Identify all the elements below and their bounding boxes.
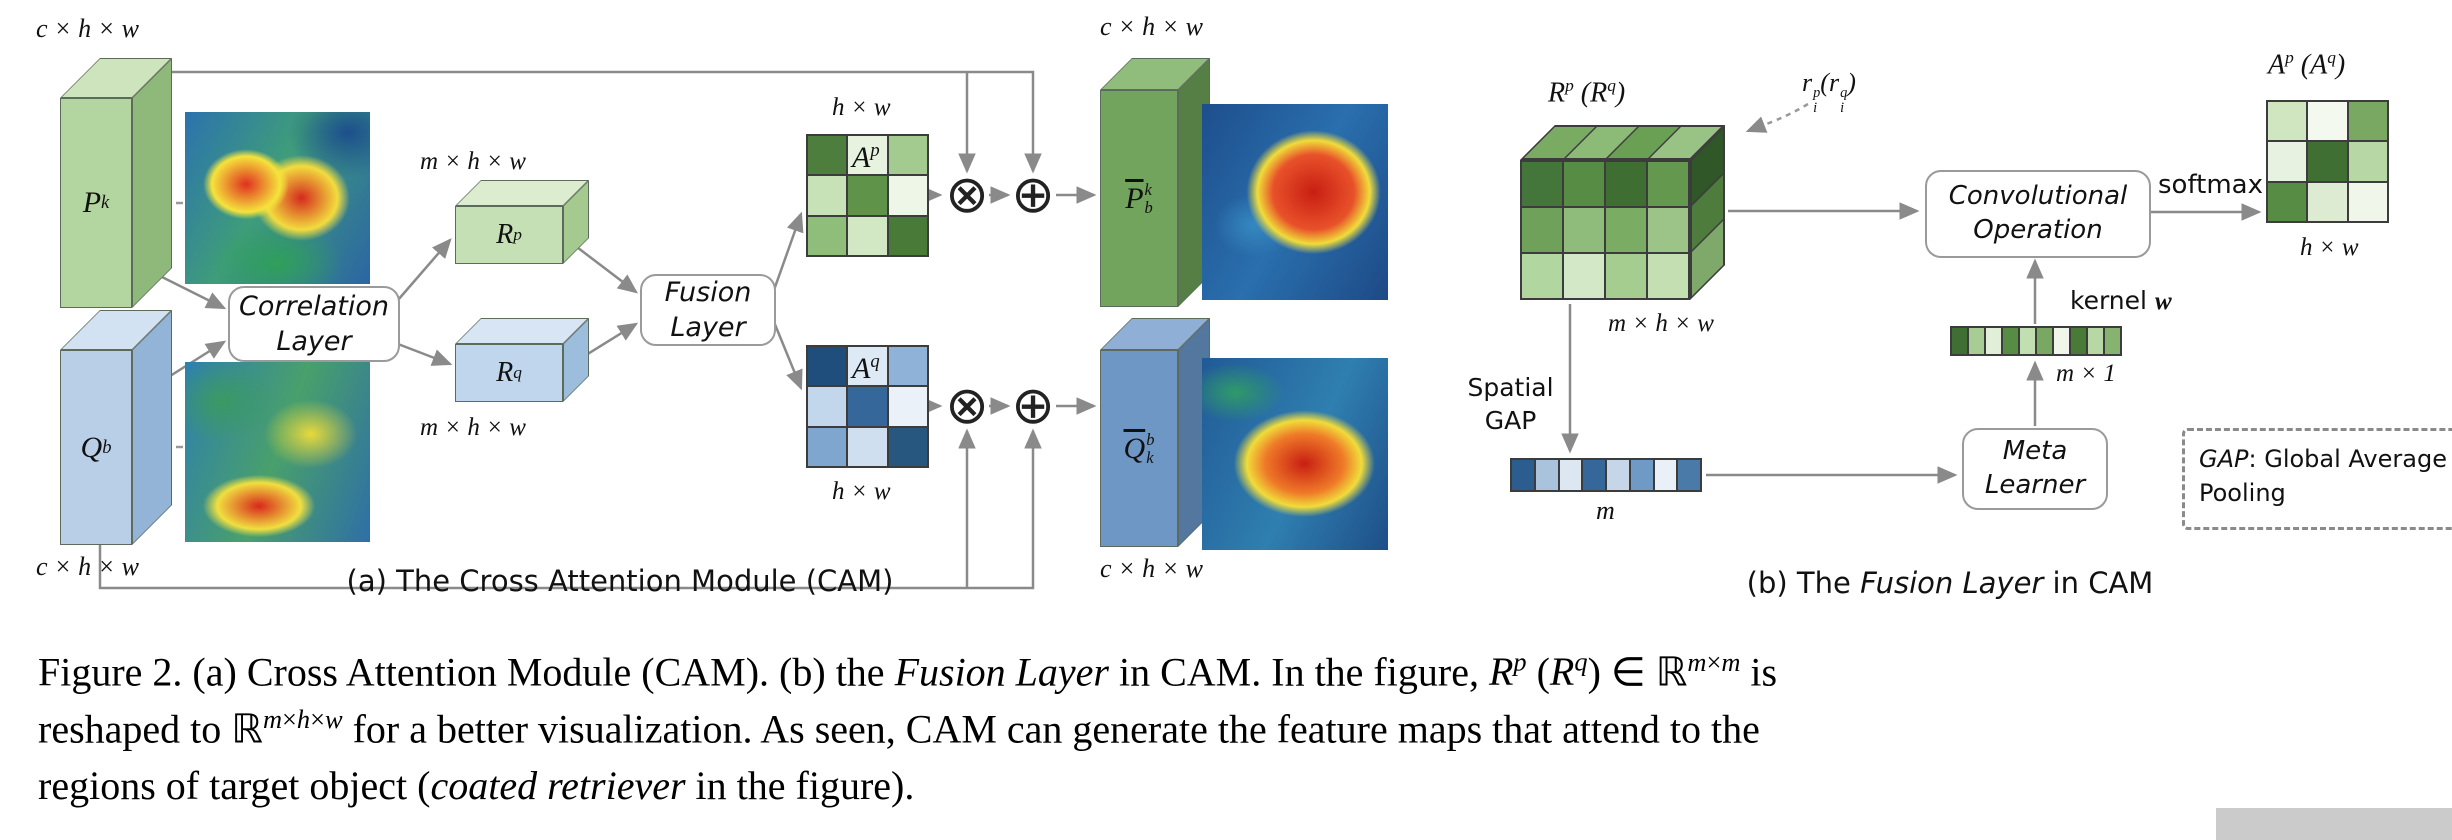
dim-chw-top-left: c × h × w: [36, 14, 139, 43]
dim-chw-bottom-right: c × h × w: [1100, 554, 1203, 583]
add-operator-bottom: ⊕: [1011, 376, 1055, 436]
rp-rq-label: Rp (Rq): [1548, 76, 1626, 109]
heatmap-qb: [185, 362, 370, 542]
gap-legend-box: GAP: Global Average Pooling: [2182, 428, 2452, 530]
dim-chw-bottom-left: c × h × w: [36, 552, 139, 581]
figure-caption: Figure 2. (a) Cross Attention Module (CA…: [38, 644, 2438, 815]
spatial-gap-label: Spatial GAP: [1467, 373, 1554, 435]
correlation-layer-box: Correlation Layer: [228, 286, 400, 362]
fusion-layer-box: Fusion Layer: [640, 274, 776, 346]
kernel-label: kernel w: [2070, 286, 2172, 315]
dim-mhw-bottom: m × h × w: [420, 414, 526, 441]
dim-hw-top: h × w: [832, 94, 891, 121]
kernel-vector: [1950, 326, 2122, 356]
figure-caption-line-1: Figure 2. (a) Cross Attention Module (CA…: [38, 647, 1778, 695]
dim-chw-top-right: c × h × w: [1100, 12, 1203, 41]
aq-attention-grid: [806, 345, 929, 468]
pk-side-face: [132, 58, 172, 308]
heatmap-qbar: [1202, 358, 1388, 550]
ap-attention-grid: [806, 134, 929, 257]
multiply-operator-top: ⊗: [945, 165, 989, 225]
meta-learner-box: Meta Learner: [1962, 428, 2108, 510]
m-label: m: [1596, 496, 1615, 525]
subfigure-b-caption: (b) The Fusion Layer in CAM: [1746, 566, 2154, 600]
convolutional-operation-box: Convolutional Operation: [1925, 170, 2151, 258]
ap-output-grid: [2266, 100, 2389, 223]
ap-label: Ap: [852, 140, 880, 174]
heatmap-pbar: [1202, 104, 1388, 300]
scrollbar-artifact: [2216, 808, 2452, 840]
subfigure-a-caption: (a) The Cross Attention Module (CAM): [346, 564, 894, 598]
softmax-label: softmax: [2158, 170, 2263, 200]
figure-caption-line-2: reshaped to ℝm×h×w for a better visualiz…: [38, 704, 1760, 752]
multiply-operator-bottom: ⊗: [945, 376, 989, 436]
heatmap-pk: [185, 112, 370, 284]
dim-mhw-top: m × h × w: [420, 148, 526, 175]
qb-side-face: [132, 310, 172, 545]
dim-hw-output: h × w: [2300, 234, 2359, 261]
aq-label: Aq: [852, 351, 880, 385]
figure-caption-line-3: regions of target object (coated retriev…: [38, 763, 915, 809]
ri-label: r p i (r q i): [1802, 68, 1856, 117]
dim-m1: m × 1: [2056, 360, 2116, 387]
ap-aq-label: Ap (Aq): [2268, 48, 2346, 81]
add-operator-top: ⊕: [1011, 165, 1055, 225]
dim-hw-bottom: h × w: [832, 478, 891, 505]
r-cube-front-face: [1520, 160, 1690, 300]
dim-mhw-cube: m × h × w: [1608, 310, 1714, 337]
m-vector: [1510, 458, 1702, 492]
